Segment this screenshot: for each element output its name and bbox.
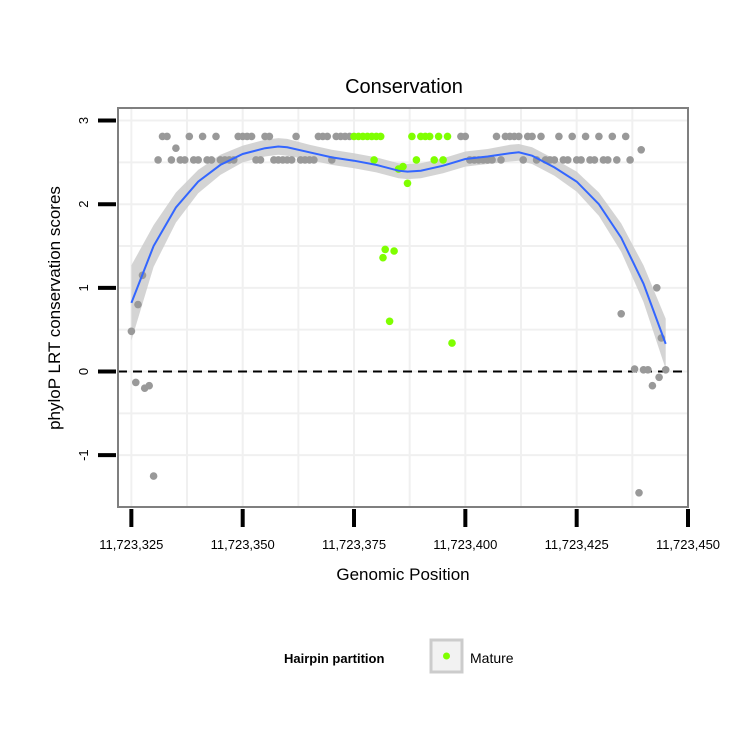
other-point <box>613 156 621 164</box>
x-tick-label: 11,723,425 <box>545 537 609 552</box>
mature-point <box>430 156 439 164</box>
x-tick-label: 11,723,375 <box>322 537 386 552</box>
other-point <box>310 156 318 164</box>
x-tick-label: 11,723,450 <box>656 537 720 552</box>
x-axis-label: Genomic Position <box>336 565 469 584</box>
mature-point <box>376 132 385 141</box>
other-point <box>648 381 657 390</box>
other-point <box>292 132 300 141</box>
other-point <box>163 132 171 141</box>
other-point <box>528 132 536 141</box>
mature-point <box>443 132 452 141</box>
mature-point <box>425 132 434 141</box>
other-point <box>577 156 585 164</box>
other-point <box>287 156 296 164</box>
other-point <box>167 156 176 164</box>
other-point <box>149 472 158 480</box>
legend-key <box>429 638 464 674</box>
loess-smooth-line <box>130 145 667 345</box>
mature-point <box>379 253 387 262</box>
other-point <box>132 378 140 387</box>
other-point <box>608 132 617 141</box>
y-tick-label: 0 <box>76 368 91 375</box>
mature-point <box>399 162 407 171</box>
other-point <box>488 156 496 164</box>
x-tick-label: 11,723,325 <box>99 537 163 552</box>
other-point <box>134 300 142 309</box>
legend-entry-mature: Mature <box>470 650 514 666</box>
mature-point <box>403 179 412 188</box>
other-point <box>537 132 545 141</box>
legend: Hairpin partition Mature <box>284 638 514 674</box>
other-point <box>644 366 652 374</box>
other-point <box>127 327 136 336</box>
other-point <box>194 156 202 164</box>
other-point <box>323 132 332 141</box>
other-point <box>635 489 643 497</box>
other-point <box>181 156 189 164</box>
other-point <box>515 132 523 141</box>
other-point <box>564 156 572 164</box>
other-point <box>198 132 207 141</box>
other-point <box>172 144 180 152</box>
other-point <box>637 146 645 154</box>
other-point <box>497 156 505 164</box>
other-point <box>550 156 559 164</box>
other-point <box>581 132 590 141</box>
mature-point <box>439 156 447 164</box>
legend-title: Hairpin partition <box>284 651 384 666</box>
mature-point <box>385 317 394 326</box>
other-point <box>212 132 220 141</box>
y-tick-label: 2 <box>76 201 91 208</box>
other-point <box>655 373 663 382</box>
other-point <box>568 132 576 141</box>
other-point <box>145 381 153 390</box>
panel-border <box>117 107 689 508</box>
other-point <box>653 284 661 292</box>
mature-point <box>408 132 416 141</box>
other-point <box>154 156 162 164</box>
frame-layer <box>117 107 689 508</box>
x-tick-label: 11,723,350 <box>211 537 275 552</box>
legend-mature-marker <box>443 652 450 660</box>
other-point <box>265 132 274 141</box>
other-point <box>185 132 194 141</box>
y-tick-label: -1 <box>76 449 91 461</box>
y-tick-label: 3 <box>76 117 91 124</box>
other-point <box>207 156 216 164</box>
other-point <box>555 132 563 141</box>
other-point <box>604 156 612 164</box>
other-point <box>617 310 625 318</box>
other-point <box>626 156 634 164</box>
other-point <box>621 132 630 141</box>
y-axis-label: phyloP LRT conservation scores <box>45 186 64 430</box>
mature-point <box>390 247 398 255</box>
confidence-ribbon-layer <box>118 138 688 373</box>
other-point <box>590 156 599 164</box>
smooth-line-layer <box>130 145 667 345</box>
mature-point <box>381 245 390 254</box>
other-point <box>519 156 527 164</box>
x-tick-label: 11,723,400 <box>433 537 497 552</box>
other-point <box>492 132 501 141</box>
mature-point <box>448 339 456 347</box>
other-point <box>256 156 265 164</box>
other-point <box>661 366 670 374</box>
other-point <box>461 132 470 141</box>
other-point <box>247 132 256 141</box>
other-point <box>630 365 639 373</box>
mature-point <box>412 156 421 164</box>
other-point <box>595 132 603 141</box>
axis-layer: 11,723,325 11,723,350 11,723,375 11,723,400… <box>76 117 720 552</box>
mature-point <box>434 132 443 141</box>
mature-point <box>370 156 378 164</box>
chart-title: Conservation <box>345 76 463 98</box>
y-tick-label: 1 <box>76 284 91 291</box>
